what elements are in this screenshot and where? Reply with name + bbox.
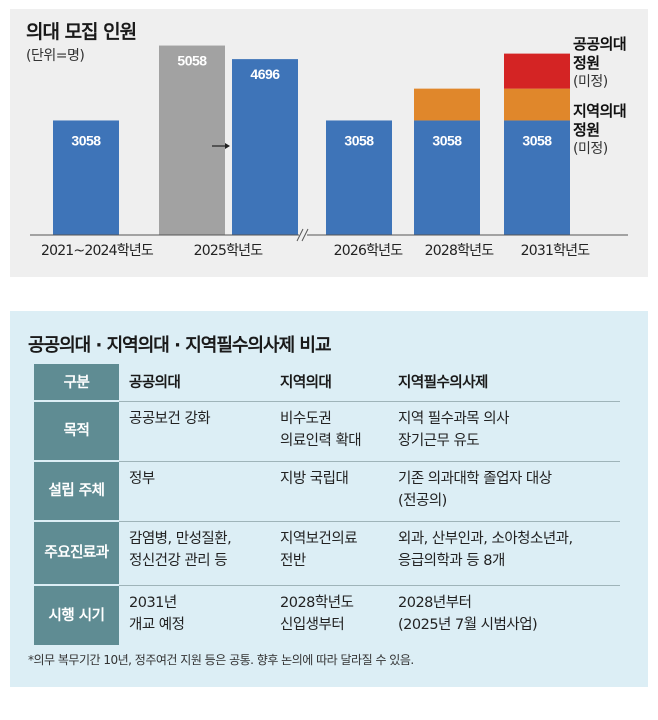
bar-2031-regional [504,88,570,121]
axis-break-mark [296,228,309,242]
row-label: 목적 [34,401,119,462]
header-col-mandatory: 지역필수의사제 [388,364,620,402]
bar-value-label: 3058 [71,132,101,148]
x-tick-label: 2028학년도 [425,243,495,259]
bar-chart: 3058 5058 4696 3058 3058 3058 2021~2024학년도 202… [30,45,628,259]
comparison-panel: 공공의대 · 지역의대 · 지역필수의사제 비교 구분 공공의대 지역의대 지역… [10,311,648,687]
table-header-row: 구분 공공의대 지역의대 지역필수의사제 [34,364,620,402]
table-row: 설립 주체 정부 지방 국립대 기존 의과대학 졸업자 대상 (전공의) [34,461,620,522]
legend-regional-line2: 정원 [573,121,600,139]
row-label: 주요진료과 [34,521,119,586]
bar-value-label: 3058 [432,132,462,148]
comparison-table: 구분 공공의대 지역의대 지역필수의사제 목적 공공보건 강화 비수도권 의료인력… [34,364,620,645]
row-label: 설립 주체 [34,461,119,522]
chart-title: 의대 모집 인원 [26,21,137,43]
table-title: 공공의대 · 지역의대 · 지역필수의사제 비교 [28,335,332,356]
table-cell: 외과, 산부인과, 소아청소년과, 응급의학과 등 8개 [388,521,620,586]
table-cell: 2031년 개교 예정 [129,594,185,633]
table-cell: 2028년부터 (2025년 7월 시범사업) [398,594,538,633]
table-cell: 2028학년도 신입생부터 [280,594,354,633]
table-cell: 공공보건 강화 [119,401,270,462]
table-row: 목적 공공보건 강화 비수도권 의료인력 확대 지역 필수과목 의사 장기근무 유도 [34,401,620,462]
x-tick-label: 2026학년도 [334,243,404,259]
header-col-public: 공공의대 [119,364,270,402]
bar-2031 [504,120,570,235]
row-label: 시행 시기 [34,585,119,645]
legend-public: 공공의대 정원 (미정) [573,35,627,92]
table-cell: 비수도권 의료인력 확대 [270,401,388,462]
table-cell: 지역보건의료 전반 [270,521,388,586]
arrow-icon [212,143,230,149]
legend-regional-line1: 지역의대 [573,102,627,120]
bar-2021-2024 [53,120,119,235]
bar-2026 [326,120,392,235]
bar-2025-initial [159,45,225,236]
table-cell: 지방 국립대 [270,461,388,522]
x-tick-label: 2025학년도 [194,243,264,259]
chart-panel: 3058 5058 4696 3058 3058 3058 2021~2024학년도 202… [10,9,648,277]
legend-regional: 지역의대 정원 (미정) [573,102,627,159]
footnote: *의무 복무기간 10년, 정주여건 지원 등은 공통. 향후 논의에 따라 달… [28,653,414,667]
table-cell: 감염병, 만성질환, 정신건강 관리 등 [119,521,270,586]
header-col-regional: 지역의대 [270,364,388,402]
legend-public-line1: 공공의대 [573,35,627,53]
legend-public-line2: 정원 [573,54,600,72]
x-tick-label: 2031학년도 [521,243,591,259]
x-tick-label: 2021~2024학년도 [41,243,154,259]
bar-value-label: 3058 [522,132,552,148]
bar-value-label: 3058 [344,132,374,148]
table-cell: 기존 의과대학 졸업자 대상 (전공의) [388,461,620,522]
legend-public-line3: (미정) [573,74,608,90]
bar-value-label: 5058 [177,53,207,69]
table-row: 시행 시기 2031년 개교 예정 2028학년도 신입생부터 2028년부터 (20… [34,585,620,645]
legend-regional-line3: (미정) [573,141,608,157]
bar-2025-final [232,59,298,236]
table-cell: 지역 필수과목 의사 장기근무 유도 [388,401,620,462]
bar-2028 [414,120,480,235]
chart-unit: (단위=명) [26,48,85,64]
bar-value-label: 4696 [250,66,280,82]
bar-2028-regional [414,88,480,121]
header-label: 구분 [34,364,119,402]
bar-2031-public [504,53,570,89]
table-row: 주요진료과 감염병, 만성질환, 정신건강 관리 등 지역보건의료 전반 외과, 산… [34,521,620,586]
table-cell: 정부 [119,461,270,522]
